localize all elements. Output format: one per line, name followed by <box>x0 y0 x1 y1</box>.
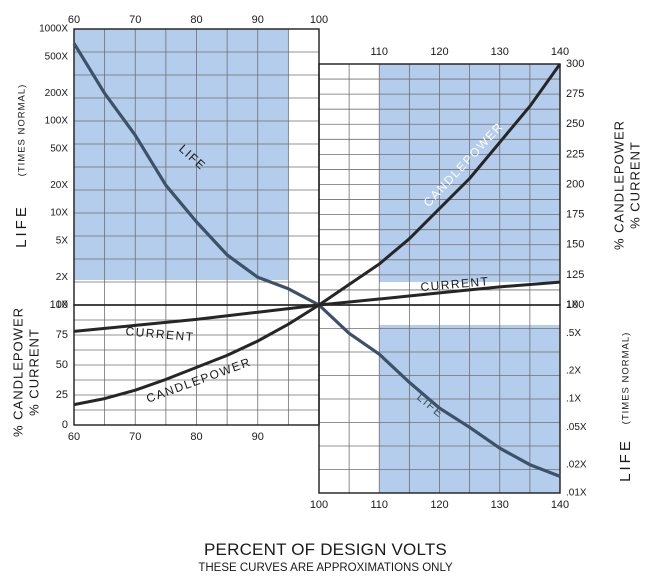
x-tick-label: 100 <box>310 499 328 511</box>
y-tick-label: 100X <box>45 116 69 127</box>
x-tick-label: 130 <box>491 46 509 58</box>
current-series-label: CURRENT <box>420 274 490 294</box>
y-tick-label: .01X <box>566 488 587 499</box>
x-tick-label: 90 <box>252 431 264 443</box>
y-axis-title: % CURRENT <box>627 141 642 229</box>
y-tick-label: 1X <box>566 300 579 311</box>
x-tick-label: 140 <box>551 46 569 58</box>
shaded-region <box>74 29 289 280</box>
x-tick-label: 80 <box>190 431 202 443</box>
x-tick-label: 70 <box>129 431 141 443</box>
y-tick-label: .05X <box>566 422 587 433</box>
y-tick-label: 75 <box>56 329 68 341</box>
y-tick-label: 2X <box>56 272 69 283</box>
x-tick-label: 110 <box>370 499 388 511</box>
y-tick-label: 125 <box>566 269 584 281</box>
y-axis-subtitle: (TIMES NORMAL) <box>17 84 28 177</box>
y-tick-label: 100 <box>50 299 68 311</box>
x-tick-label: 110 <box>370 46 388 58</box>
y-tick-label: 5X <box>56 235 69 246</box>
x-tick-label: 70 <box>129 14 141 26</box>
y-tick-label: 200 <box>566 178 584 190</box>
x-tick-label: 120 <box>430 499 448 511</box>
y-tick-label: 20X <box>50 180 68 191</box>
y-tick-label: 0 <box>62 419 68 431</box>
data-series <box>72 42 562 478</box>
current-series-label: CURRENT <box>125 324 195 344</box>
y-tick-label: 200X <box>45 88 69 99</box>
x-tick-label: 90 <box>252 14 264 26</box>
shaded-regions <box>74 29 560 493</box>
x-axis-title: PERCENT OF DESIGN VOLTS <box>204 540 447 559</box>
y-axis-title: LIFE <box>13 204 30 248</box>
x-tick-label: 60 <box>68 14 80 26</box>
y-tick-label: 1000X <box>39 24 68 35</box>
grid-lines <box>74 29 560 493</box>
y-tick-label: 10X <box>50 208 68 219</box>
y-tick-label: 175 <box>566 209 584 221</box>
y-tick-label: 225 <box>566 148 584 160</box>
panel-frame <box>318 304 561 494</box>
y-axis-title: % CURRENT <box>26 328 41 416</box>
x-tick-label: 140 <box>551 499 569 511</box>
y-axis-subtitle: (TIMES NORMAL) <box>621 332 632 425</box>
y-tick-label: 25 <box>56 389 68 401</box>
y-tick-label: 100 <box>566 299 584 311</box>
y-tick-label: .02X <box>566 459 587 470</box>
y-tick-label: 300 <box>566 58 584 70</box>
y-axis-title: LIFE <box>617 438 634 482</box>
y-tick-label: .2X <box>566 365 581 376</box>
y-tick-label: 500X <box>45 51 69 62</box>
x-tick-label: 60 <box>68 431 80 443</box>
current-line <box>73 280 561 333</box>
y-tick-label: .1X <box>566 394 581 405</box>
y-tick-label: 250 <box>566 118 584 130</box>
y-axis-title: % CANDLEPOWER <box>611 120 626 250</box>
y-tick-label: .5X <box>566 328 581 339</box>
y-tick-label: 50X <box>50 143 68 154</box>
panel-frames <box>73 28 561 494</box>
y-tick-label: 1X <box>56 300 69 311</box>
x-tick-label: 100 <box>310 14 328 26</box>
chart-text: LIFELIFECANDLEPOWERCANDLEPOWERCURRENTCUR… <box>10 14 642 511</box>
chart-subtitle: THESE CURVES ARE APPROXIMATIONS ONLY <box>198 562 453 574</box>
y-tick-label: 275 <box>566 88 584 100</box>
y-tick-label: 150 <box>566 239 584 251</box>
x-tick-label: 80 <box>190 14 202 26</box>
x-tick-label: 130 <box>491 499 509 511</box>
y-tick-label: 50 <box>56 359 68 371</box>
y-axis-title: % CANDLEPOWER <box>10 307 25 437</box>
x-tick-label: 120 <box>430 46 448 58</box>
